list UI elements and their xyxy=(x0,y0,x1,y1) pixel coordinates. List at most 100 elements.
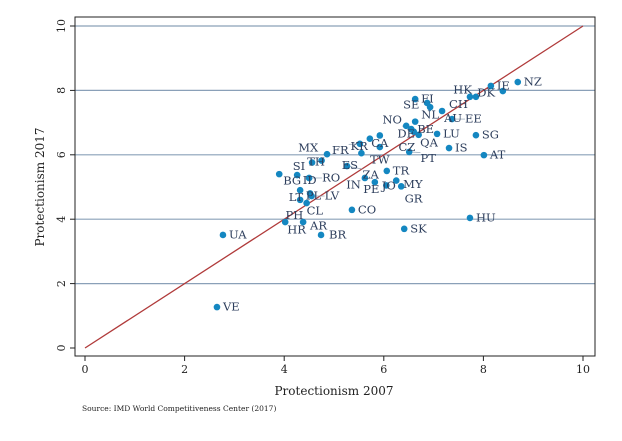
point-label: BE xyxy=(417,122,434,136)
point-label: CZ xyxy=(398,140,415,154)
point-label: LV xyxy=(325,189,340,203)
point-label: NZ xyxy=(524,75,542,89)
data-point xyxy=(213,303,221,311)
data-point xyxy=(317,231,325,239)
data-point xyxy=(472,131,480,139)
point-label: AT xyxy=(489,148,506,162)
x-tick-label: 10 xyxy=(576,363,590,376)
data-point xyxy=(480,151,488,159)
data-point xyxy=(348,206,356,214)
point-label: PE xyxy=(363,182,379,196)
point-label: FI xyxy=(421,92,434,106)
point-label: LT xyxy=(289,190,304,204)
data-point xyxy=(299,218,307,226)
point-label: SG xyxy=(482,128,499,142)
data-point xyxy=(293,171,301,179)
y-tick-label: 0 xyxy=(55,345,68,352)
data-point xyxy=(371,178,379,186)
point-label: CO xyxy=(358,202,376,216)
point-label: ZA xyxy=(363,168,380,182)
data-point xyxy=(466,93,474,101)
data-point xyxy=(411,95,419,103)
x-tick-label: 8 xyxy=(480,363,487,376)
data-point xyxy=(219,231,227,239)
point-label: HK xyxy=(453,82,472,96)
x-tick-label: 2 xyxy=(181,363,188,376)
point-label: DE xyxy=(397,126,415,140)
point-label: SI xyxy=(293,159,305,173)
point-label: TW xyxy=(370,153,390,167)
reference-line-45deg xyxy=(84,25,584,349)
data-point xyxy=(382,182,390,189)
y-tick-label: 10 xyxy=(55,19,68,33)
data-point xyxy=(466,214,474,222)
data-point xyxy=(376,132,384,139)
point-label: LU xyxy=(443,126,460,140)
data-point xyxy=(514,78,522,86)
source-note: Source: IMD World Competitiveness Center… xyxy=(82,404,277,413)
point-label: PT xyxy=(420,151,436,165)
point-label: DK xyxy=(477,86,495,100)
data-point xyxy=(411,118,419,125)
point-label: ES xyxy=(342,158,358,172)
point-label: MX xyxy=(298,141,319,155)
y-tick-label: 2 xyxy=(55,280,68,287)
point-label: TR xyxy=(393,163,410,177)
point-label: GR xyxy=(405,191,423,205)
point-label: QA xyxy=(420,135,438,149)
point-label: RO xyxy=(322,170,340,184)
point-label: AU xyxy=(443,111,462,125)
point-label: PH xyxy=(285,208,303,222)
point-label: SE xyxy=(403,98,419,112)
data-point xyxy=(356,140,364,148)
data-point xyxy=(281,218,289,226)
point-label: FR xyxy=(332,143,349,157)
data-point xyxy=(426,103,434,111)
point-label: NL xyxy=(421,108,439,122)
data-point xyxy=(303,199,310,207)
point-label: TH xyxy=(307,154,325,168)
data-point xyxy=(400,225,408,233)
point-label: KR xyxy=(351,139,369,153)
point-label: IS xyxy=(455,141,468,155)
data-point xyxy=(410,128,417,135)
data-point xyxy=(366,135,374,142)
y-tick-label: 8 xyxy=(55,87,68,94)
data-point xyxy=(448,115,456,123)
point-label: CH xyxy=(449,97,468,111)
point-label: NO xyxy=(382,112,402,126)
data-point xyxy=(472,93,480,101)
point-label: BR xyxy=(329,227,346,241)
data-point xyxy=(487,82,495,90)
point-label: UA xyxy=(229,227,247,241)
data-point xyxy=(376,143,384,151)
data-point xyxy=(323,150,331,158)
data-point xyxy=(405,148,413,156)
point-label: IN xyxy=(346,177,361,191)
data-point xyxy=(438,107,446,115)
x-tick-label: 0 xyxy=(82,363,89,376)
point-label: MY xyxy=(403,177,423,191)
data-point xyxy=(318,157,325,164)
plot-frame xyxy=(74,16,596,357)
point-label: AR xyxy=(309,219,327,233)
point-label: VE xyxy=(222,300,240,314)
data-point xyxy=(358,149,365,157)
x-axis-label: Protectionism 2007 xyxy=(274,384,393,398)
data-point xyxy=(296,196,304,204)
point-label: JO xyxy=(381,179,396,193)
data-point xyxy=(383,167,391,175)
data-point xyxy=(343,162,351,170)
data-point xyxy=(296,186,304,194)
data-point xyxy=(305,174,313,182)
data-point xyxy=(397,183,405,190)
data-point xyxy=(275,170,283,178)
point-label: SK xyxy=(410,221,427,235)
x-tick-label: 6 xyxy=(380,363,387,376)
data-point xyxy=(361,174,369,182)
data-point xyxy=(402,122,410,130)
point-label: PL xyxy=(306,188,322,202)
